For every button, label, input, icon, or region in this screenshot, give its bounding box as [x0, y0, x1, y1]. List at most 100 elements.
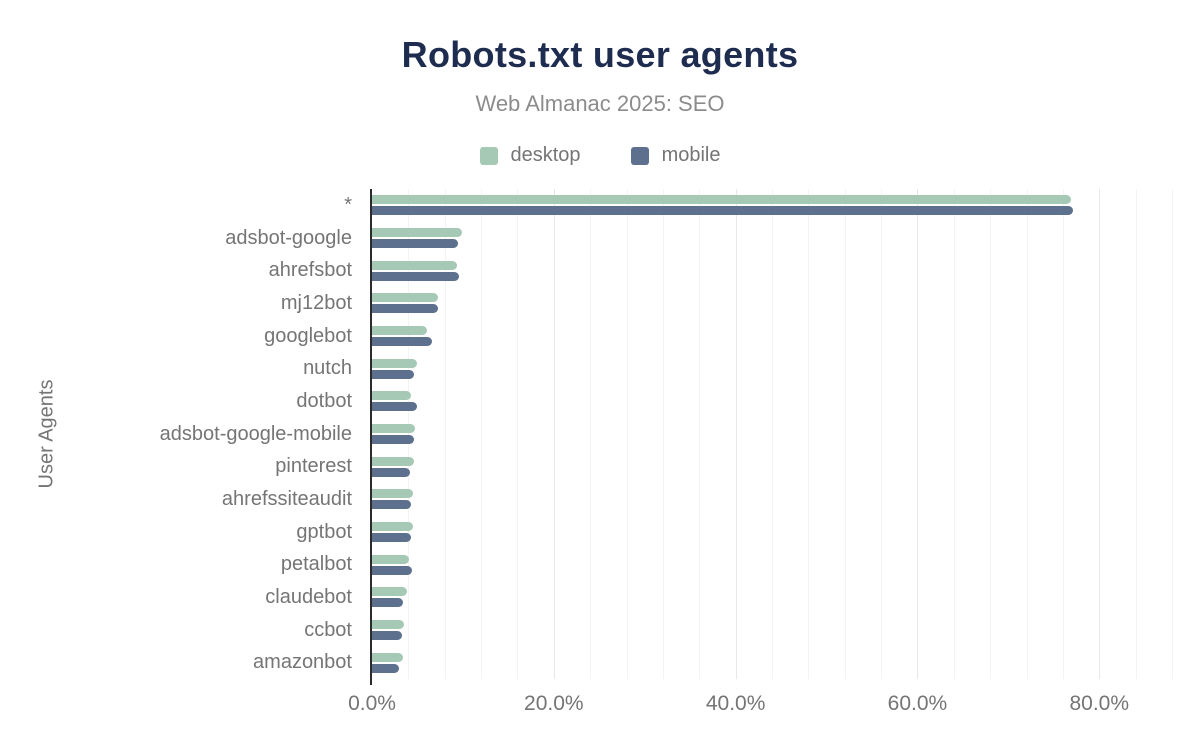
minor-gridline — [699, 189, 701, 679]
chart-row — [372, 189, 1172, 222]
bar-mobile — [372, 565, 412, 575]
plot-area — [370, 189, 1173, 685]
category-labels-column: * adsbot-google ahrefsbot mj12bot googlebot n… — [0, 189, 362, 679]
chart-row — [372, 418, 1172, 451]
minor-gridline — [772, 189, 773, 679]
x-tick-label: 20.0% — [524, 692, 584, 715]
minor-gridline — [1062, 189, 1064, 679]
bar-mobile — [372, 304, 439, 314]
chart-subtitle: Web Almanac 2025: SEO — [475, 91, 725, 116]
chart-row — [372, 320, 1172, 353]
bar-mobile — [372, 337, 432, 347]
bar-mobile — [372, 206, 1073, 216]
bar-desktop — [372, 489, 413, 499]
minor-gridline — [626, 189, 628, 679]
category-label: ahrefsbot — [268, 259, 352, 282]
bar-desktop — [372, 620, 404, 630]
bar-desktop — [372, 260, 458, 270]
minor-gridline — [1172, 189, 1173, 679]
bar-mobile — [372, 663, 400, 673]
bar-mobile — [372, 631, 402, 641]
minor-gridline — [444, 189, 446, 679]
minor-gridline — [953, 189, 955, 679]
category-label: nutch — [303, 357, 352, 380]
bar-rows — [372, 189, 1172, 679]
desktop-swatch-icon — [479, 146, 498, 165]
chart-row — [372, 516, 1172, 549]
minor-gridline — [881, 189, 883, 679]
bar-desktop — [372, 358, 418, 368]
minor-gridline — [481, 189, 483, 679]
chart-row — [372, 581, 1172, 614]
x-tick-label: 80.0% — [1069, 692, 1130, 715]
minor-gridline — [1026, 189, 1028, 679]
minor-gridline — [844, 189, 846, 679]
category-label: * — [344, 193, 352, 216]
y-axis-line — [370, 189, 372, 685]
chart-row — [372, 450, 1172, 483]
bar-mobile — [372, 500, 412, 510]
major-gridline — [1099, 189, 1101, 679]
chart-row — [372, 352, 1172, 385]
bar-mobile — [372, 369, 414, 379]
minor-gridline — [990, 189, 992, 679]
chart-row — [372, 254, 1172, 287]
bar-desktop — [372, 195, 1072, 205]
bar-desktop — [372, 293, 439, 303]
chart-row — [372, 646, 1172, 679]
x-tick-label: 60.0% — [887, 692, 948, 715]
chart-title: Robots.txt user agents — [401, 34, 799, 75]
bar-mobile — [372, 533, 412, 543]
bar-desktop — [372, 652, 403, 662]
bar-desktop — [372, 522, 413, 532]
legend-item-mobile: mobile — [630, 144, 721, 167]
category-label: mj12bot — [280, 291, 352, 314]
category-label: adsbot-google-mobile — [159, 422, 352, 445]
legend-label-mobile: mobile — [661, 144, 721, 166]
minor-gridline — [1135, 189, 1137, 679]
minor-gridline — [590, 189, 592, 679]
category-label: ahrefssiteaudit — [221, 487, 352, 510]
bar-desktop — [372, 456, 414, 466]
chart-row — [372, 548, 1172, 581]
minor-gridline — [808, 189, 810, 679]
chart-row — [372, 385, 1172, 418]
x-tick-label: 40.0% — [705, 692, 766, 715]
category-label: googlebot — [264, 324, 352, 347]
chart-row — [372, 287, 1172, 320]
x-tick-label: 0.0% — [348, 692, 396, 715]
category-label: gptbot — [296, 520, 352, 543]
minor-gridline — [408, 189, 410, 679]
legend-label-desktop: desktop — [510, 144, 581, 166]
chart-row — [372, 483, 1172, 516]
bar-desktop — [372, 587, 407, 597]
bar-mobile — [372, 239, 459, 248]
major-gridline — [917, 189, 919, 679]
bar-desktop — [372, 391, 412, 401]
bar-mobile — [372, 598, 403, 608]
bar-mobile — [372, 402, 418, 412]
major-gridline — [553, 189, 555, 679]
bar-desktop — [372, 326, 428, 336]
category-label: petalbot — [280, 553, 352, 576]
chart-legend: desktop mobile — [0, 144, 1200, 167]
category-label: amazonbot — [253, 651, 352, 674]
category-label: pinterest — [275, 455, 352, 478]
category-label: adsbot-google — [225, 226, 352, 249]
major-gridline — [735, 189, 737, 679]
category-label: claudebot — [265, 585, 352, 608]
bar-desktop — [372, 554, 410, 564]
category-label: ccbot — [304, 618, 352, 641]
bar-desktop — [372, 424, 415, 434]
minor-gridline — [517, 189, 519, 679]
bar-mobile — [372, 435, 414, 445]
category-label: dotbot — [296, 389, 352, 412]
x-axis-tick-labels: 0.0% 20.0% 40.0% 60.0% 80.0% — [348, 692, 1172, 720]
bar-desktop — [372, 228, 462, 237]
legend-item-desktop: desktop — [479, 144, 581, 167]
bar-mobile — [372, 271, 460, 281]
mobile-swatch-icon — [630, 146, 649, 165]
minor-gridline — [662, 189, 664, 679]
bar-mobile — [372, 467, 411, 477]
